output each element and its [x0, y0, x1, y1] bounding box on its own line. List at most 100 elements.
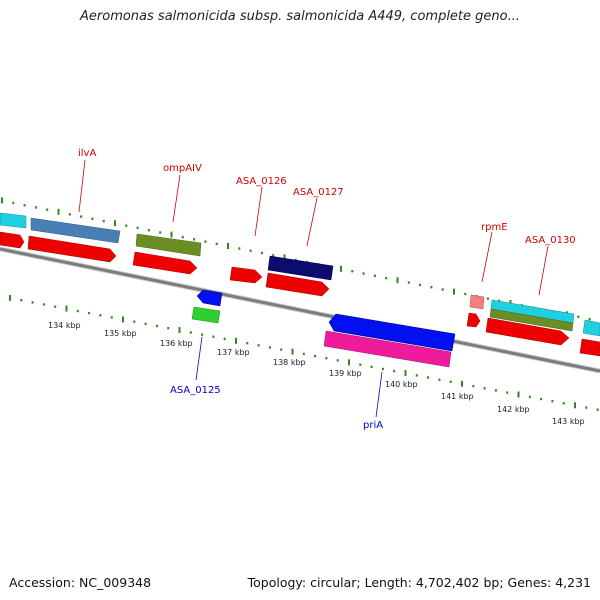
track-dot	[189, 331, 192, 334]
track-dot	[20, 299, 23, 302]
gene-label-ASA0130[interactable]: ASA_0130	[525, 235, 576, 246]
track-dot	[596, 408, 599, 411]
track-dot	[393, 369, 396, 373]
track-tick	[283, 254, 286, 261]
track-dot	[167, 327, 170, 330]
track-dot	[204, 240, 207, 243]
track-dot	[144, 322, 147, 326]
track-tick	[227, 243, 229, 249]
cds-forward-right[interactable]	[579, 338, 600, 357]
track-dot	[102, 219, 105, 223]
cds-forward-ompAIV[interactable]	[132, 251, 198, 275]
cds-forward-ASA0130[interactable]	[485, 317, 570, 346]
track-tick	[453, 288, 455, 295]
gene-ASA0127-feature[interactable]	[267, 255, 334, 281]
tick-label: 139 kbp	[329, 369, 362, 378]
gene-priA-blue[interactable]	[328, 313, 456, 352]
track-dot	[373, 274, 376, 277]
track-dot	[585, 406, 588, 409]
track-dot	[181, 235, 184, 239]
gene-ompAIV-feature[interactable]	[135, 233, 202, 257]
label-leaders	[78, 159, 549, 418]
track-dot	[381, 367, 384, 371]
gene-ASA0130-olive[interactable]	[489, 308, 574, 332]
track-dot	[215, 242, 218, 246]
reverse-genes	[191, 289, 456, 368]
track-dot	[336, 359, 339, 362]
track-dot	[54, 305, 57, 308]
track-dot	[34, 206, 37, 209]
track-dot	[430, 286, 433, 289]
gene-label-ompAIV[interactable]: ompAIV	[163, 163, 202, 174]
track-tick	[396, 277, 399, 284]
track-tick	[65, 305, 68, 312]
gene-label-ASA0126[interactable]: ASA_0126	[236, 176, 287, 187]
tick-label: 135 kbp	[104, 329, 137, 338]
track-dot	[506, 391, 509, 394]
gene-ASA0125-blue[interactable]	[196, 289, 223, 307]
track-dot	[31, 301, 34, 304]
track-dot	[362, 272, 365, 275]
map-title: Aeromonas salmonicida subsp. salmonicida…	[80, 9, 520, 24]
gene-labels: ilvA ompAIV ASA_0126 ASA_0127 rpmE ASA_0…	[78, 148, 576, 431]
tick-label: 142 kbp	[497, 405, 530, 414]
gene-ASA0125-green[interactable]	[191, 306, 221, 324]
track-dot	[441, 288, 444, 291]
cds-forward-ASA0127[interactable]	[265, 272, 330, 297]
track-dot	[325, 357, 328, 360]
track-dot	[268, 346, 271, 349]
gene-cyan-right[interactable]	[582, 319, 600, 337]
genome-backbone	[0, 246, 600, 374]
tick-label: 141 kbp	[441, 392, 474, 401]
tick-label: 134 kbp	[48, 321, 81, 330]
track-tick	[461, 380, 463, 387]
track-dot	[407, 281, 410, 284]
track-tick	[404, 370, 407, 376]
track-dot	[246, 342, 249, 345]
track-dot	[438, 378, 441, 381]
gene-label-priA[interactable]: priA	[363, 420, 383, 431]
track-dot	[91, 217, 94, 220]
gene-priA-magenta[interactable]	[323, 330, 452, 368]
gene-label-ilvA[interactable]: ilvA	[78, 148, 96, 159]
track-dot	[23, 204, 26, 207]
track-dot	[260, 251, 263, 255]
gene-label-ASA0127[interactable]: ASA_0127	[293, 187, 344, 198]
cds-forward-ilvA[interactable]	[27, 235, 117, 263]
gene-ilvA-feature[interactable]	[30, 217, 121, 244]
track-dot	[483, 387, 486, 390]
track-dot	[193, 238, 196, 241]
track-tick	[517, 391, 520, 398]
track-dot	[280, 348, 283, 351]
track-dot	[68, 213, 71, 216]
track-tick	[340, 265, 342, 272]
cds-forward-rpmE[interactable]	[466, 312, 481, 328]
track-dot	[99, 314, 102, 317]
track-dot	[249, 249, 252, 252]
track-tick	[170, 231, 173, 238]
gene-label-ASA0125[interactable]: ASA_0125	[170, 385, 221, 396]
track-dot	[12, 201, 15, 205]
track-dot	[76, 309, 79, 313]
cds-forward-ASA0126[interactable]	[229, 266, 263, 284]
track-tick	[122, 316, 124, 323]
track-dot	[472, 384, 475, 388]
gene-label-rpmE[interactable]: rpmE	[481, 222, 508, 233]
track-dot	[494, 389, 497, 392]
track-tick	[291, 348, 294, 355]
track-tick	[1, 197, 3, 204]
tick-label: 143 kbp	[552, 417, 585, 426]
track-dot	[110, 316, 113, 319]
track-tick	[574, 402, 576, 409]
tick-label: 137 kbp	[217, 348, 250, 357]
track-dot	[159, 231, 162, 234]
track-dot	[562, 402, 565, 405]
track-dot	[201, 333, 204, 336]
track-dot	[464, 292, 467, 296]
gene-cyan-left[interactable]	[0, 212, 27, 229]
track-dot	[486, 297, 489, 300]
cds-forward-rpmE-pink[interactable]	[469, 294, 485, 310]
cds-forward-1[interactable]	[0, 231, 25, 249]
track-dot	[528, 395, 531, 399]
